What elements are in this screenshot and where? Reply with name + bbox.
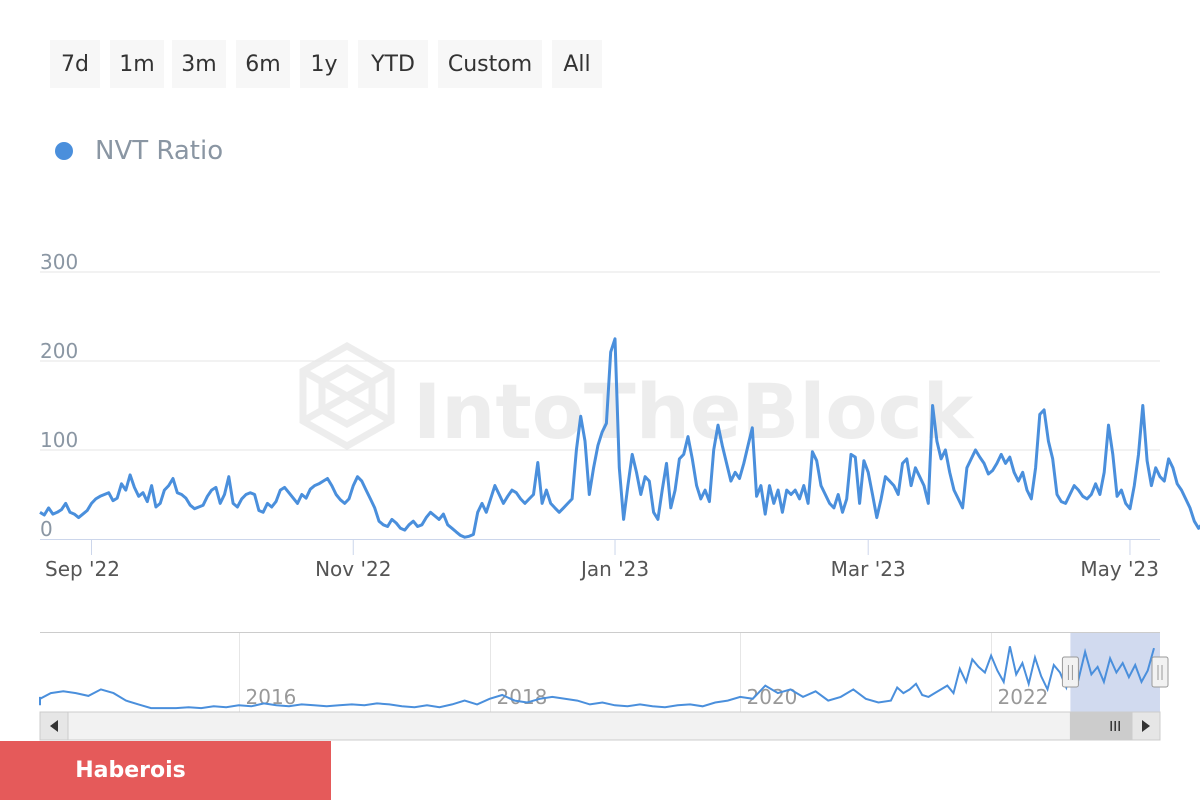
series-line-nvt-ratio[interactable] [39,337,1200,539]
navigator-right-handle[interactable] [1151,656,1169,688]
grip-icon [1110,721,1120,731]
brand-badge: Haberois [0,741,331,800]
brand-badge-text: Haberois [75,758,186,783]
range-custom-button[interactable]: Custom [438,40,542,88]
range-7d-button[interactable]: 7d [50,40,100,88]
legend-label: NVT Ratio [95,136,224,166]
navigator-series-line [39,646,1155,710]
y-tick-label: 100 [40,428,78,452]
range-6m-button[interactable]: 6m [236,40,290,88]
scrollbar-track[interactable] [39,711,1161,741]
chevron-left-icon [50,720,58,732]
range-1m-button[interactable]: 1m [110,40,164,88]
x-tick-label: Nov '22 [315,557,391,581]
navigator-left-handle[interactable] [1061,656,1079,688]
y-tick-label: 300 [40,250,78,274]
x-tick-label: Mar '23 [831,557,906,581]
legend-marker [55,142,73,160]
y-tick-label: 200 [40,339,78,363]
range-1y-button[interactable]: 1y [300,40,348,88]
navigator-year-label: 2022 [998,685,1049,709]
legend-item-nvt-ratio[interactable]: NVT Ratio [55,134,223,168]
navigator-selection[interactable] [1070,633,1160,712]
range-3m-button[interactable]: 3m [172,40,226,88]
navigator-year-label: 2018 [497,685,548,709]
y-tick-label: 0 [40,517,53,541]
watermark-text: IntoTheBlock [413,367,975,456]
x-tick-label: Jan '23 [579,557,649,581]
watermark: IntoTheBlock [299,341,975,456]
range-all-button[interactable]: All [552,40,602,88]
x-tick-label: May '23 [1080,557,1159,581]
intotheblock-logo-icon [299,341,395,451]
line-chart: IntoTheBlock 0 100 200 300 Sep '22 Nov '22 Ja… [39,250,1200,581]
range-ytd-button[interactable]: YTD [358,40,428,88]
chevron-right-icon [1142,720,1150,732]
x-tick-label: Sep '22 [45,557,120,581]
